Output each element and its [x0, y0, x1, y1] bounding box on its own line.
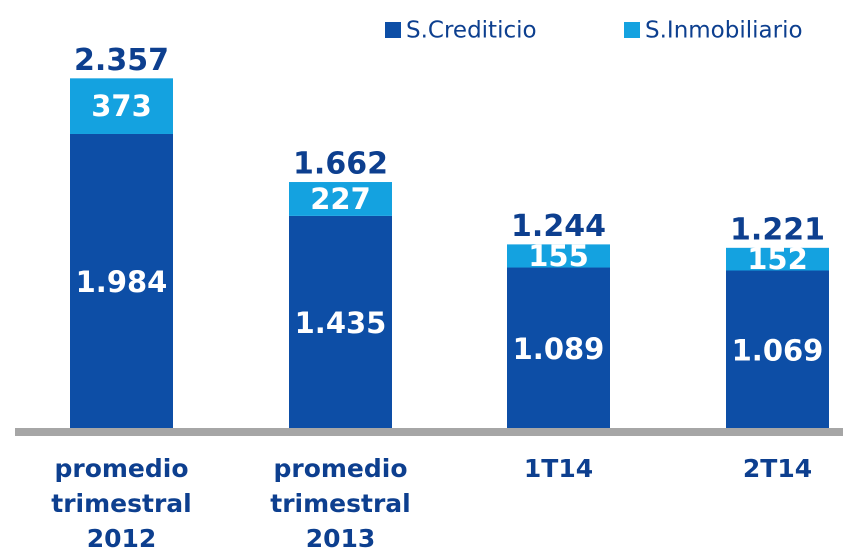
total-label: 2.357 [74, 43, 169, 78]
bar-segment [507, 244, 610, 268]
legend-swatch [385, 22, 401, 38]
bar-segment [70, 133, 173, 431]
bar-segment [726, 270, 829, 430]
x-tick-label: promedio trimestral 2012 [51, 454, 191, 553]
segment-label: 227 [310, 182, 371, 216]
segment-label: 1.984 [76, 265, 168, 299]
segment-label: 1.069 [732, 333, 824, 367]
segment-label: 155 [528, 239, 589, 273]
bar-segment [507, 267, 610, 430]
segment-label: 152 [747, 242, 808, 276]
x-tick-label: 1T14 [524, 454, 593, 483]
legend-label: S.Crediticio [406, 18, 537, 44]
x-tick-label: 2T14 [743, 454, 812, 483]
bar-segment [726, 247, 829, 271]
legend-swatch [624, 22, 640, 38]
axis-line [15, 428, 843, 436]
segment-label: 1.435 [295, 306, 387, 340]
total-label: 1.221 [730, 212, 825, 247]
bar-segment [289, 182, 392, 216]
segment-label: 1.089 [513, 332, 605, 366]
legend-label: S.Inmobiliario [645, 18, 803, 44]
segment-label: 373 [91, 89, 152, 123]
bar-segment [289, 215, 392, 430]
total-label: 1.662 [293, 147, 388, 182]
bar-segment [70, 78, 173, 134]
total-label: 1.244 [511, 209, 606, 244]
x-tick-label: promedio trimestral 2013 [270, 454, 410, 553]
